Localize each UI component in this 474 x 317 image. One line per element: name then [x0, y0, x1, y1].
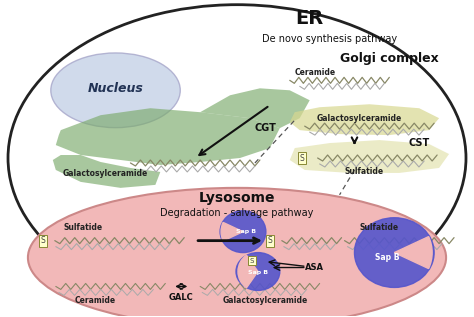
Text: GALC: GALC: [169, 293, 193, 302]
Text: Nucleus: Nucleus: [88, 82, 144, 95]
Text: Lysosome: Lysosome: [199, 191, 275, 205]
Text: S: S: [250, 257, 254, 263]
Text: S: S: [300, 153, 304, 163]
Text: Galactosylceramide: Galactosylceramide: [63, 169, 148, 178]
Ellipse shape: [236, 253, 280, 290]
Text: Galactosylceramide: Galactosylceramide: [317, 114, 402, 123]
Polygon shape: [56, 108, 280, 165]
Text: Sap B: Sap B: [236, 229, 256, 234]
Wedge shape: [221, 223, 243, 241]
Ellipse shape: [51, 53, 180, 128]
Ellipse shape: [28, 188, 446, 317]
Text: Sulfatide: Sulfatide: [345, 167, 384, 177]
Wedge shape: [394, 236, 432, 268]
Ellipse shape: [220, 211, 266, 253]
Text: Ceramide: Ceramide: [75, 296, 116, 305]
Text: Galactosylceramide: Galactosylceramide: [222, 296, 308, 305]
Text: ASA: ASA: [305, 263, 324, 272]
Text: CST: CST: [409, 138, 430, 148]
Ellipse shape: [355, 218, 434, 288]
Polygon shape: [200, 88, 310, 128]
Text: S: S: [267, 236, 272, 245]
Ellipse shape: [8, 5, 466, 311]
Polygon shape: [290, 140, 449, 173]
Text: Degradation - salvage pathway: Degradation - salvage pathway: [160, 208, 314, 218]
Polygon shape: [290, 104, 439, 135]
Text: Sap B: Sap B: [248, 270, 268, 275]
Polygon shape: [53, 155, 160, 188]
Text: Sulfatide: Sulfatide: [360, 223, 399, 232]
Text: Sulfatide: Sulfatide: [63, 223, 102, 232]
Text: Sap B: Sap B: [375, 253, 400, 262]
Text: ER: ER: [296, 9, 324, 28]
Text: S: S: [40, 236, 45, 245]
Text: Golgi complex: Golgi complex: [340, 52, 439, 65]
Text: Ceramide: Ceramide: [295, 68, 336, 77]
Text: CGT: CGT: [255, 123, 277, 133]
Text: De novo synthesis pathway: De novo synthesis pathway: [262, 34, 397, 43]
Wedge shape: [238, 255, 258, 288]
